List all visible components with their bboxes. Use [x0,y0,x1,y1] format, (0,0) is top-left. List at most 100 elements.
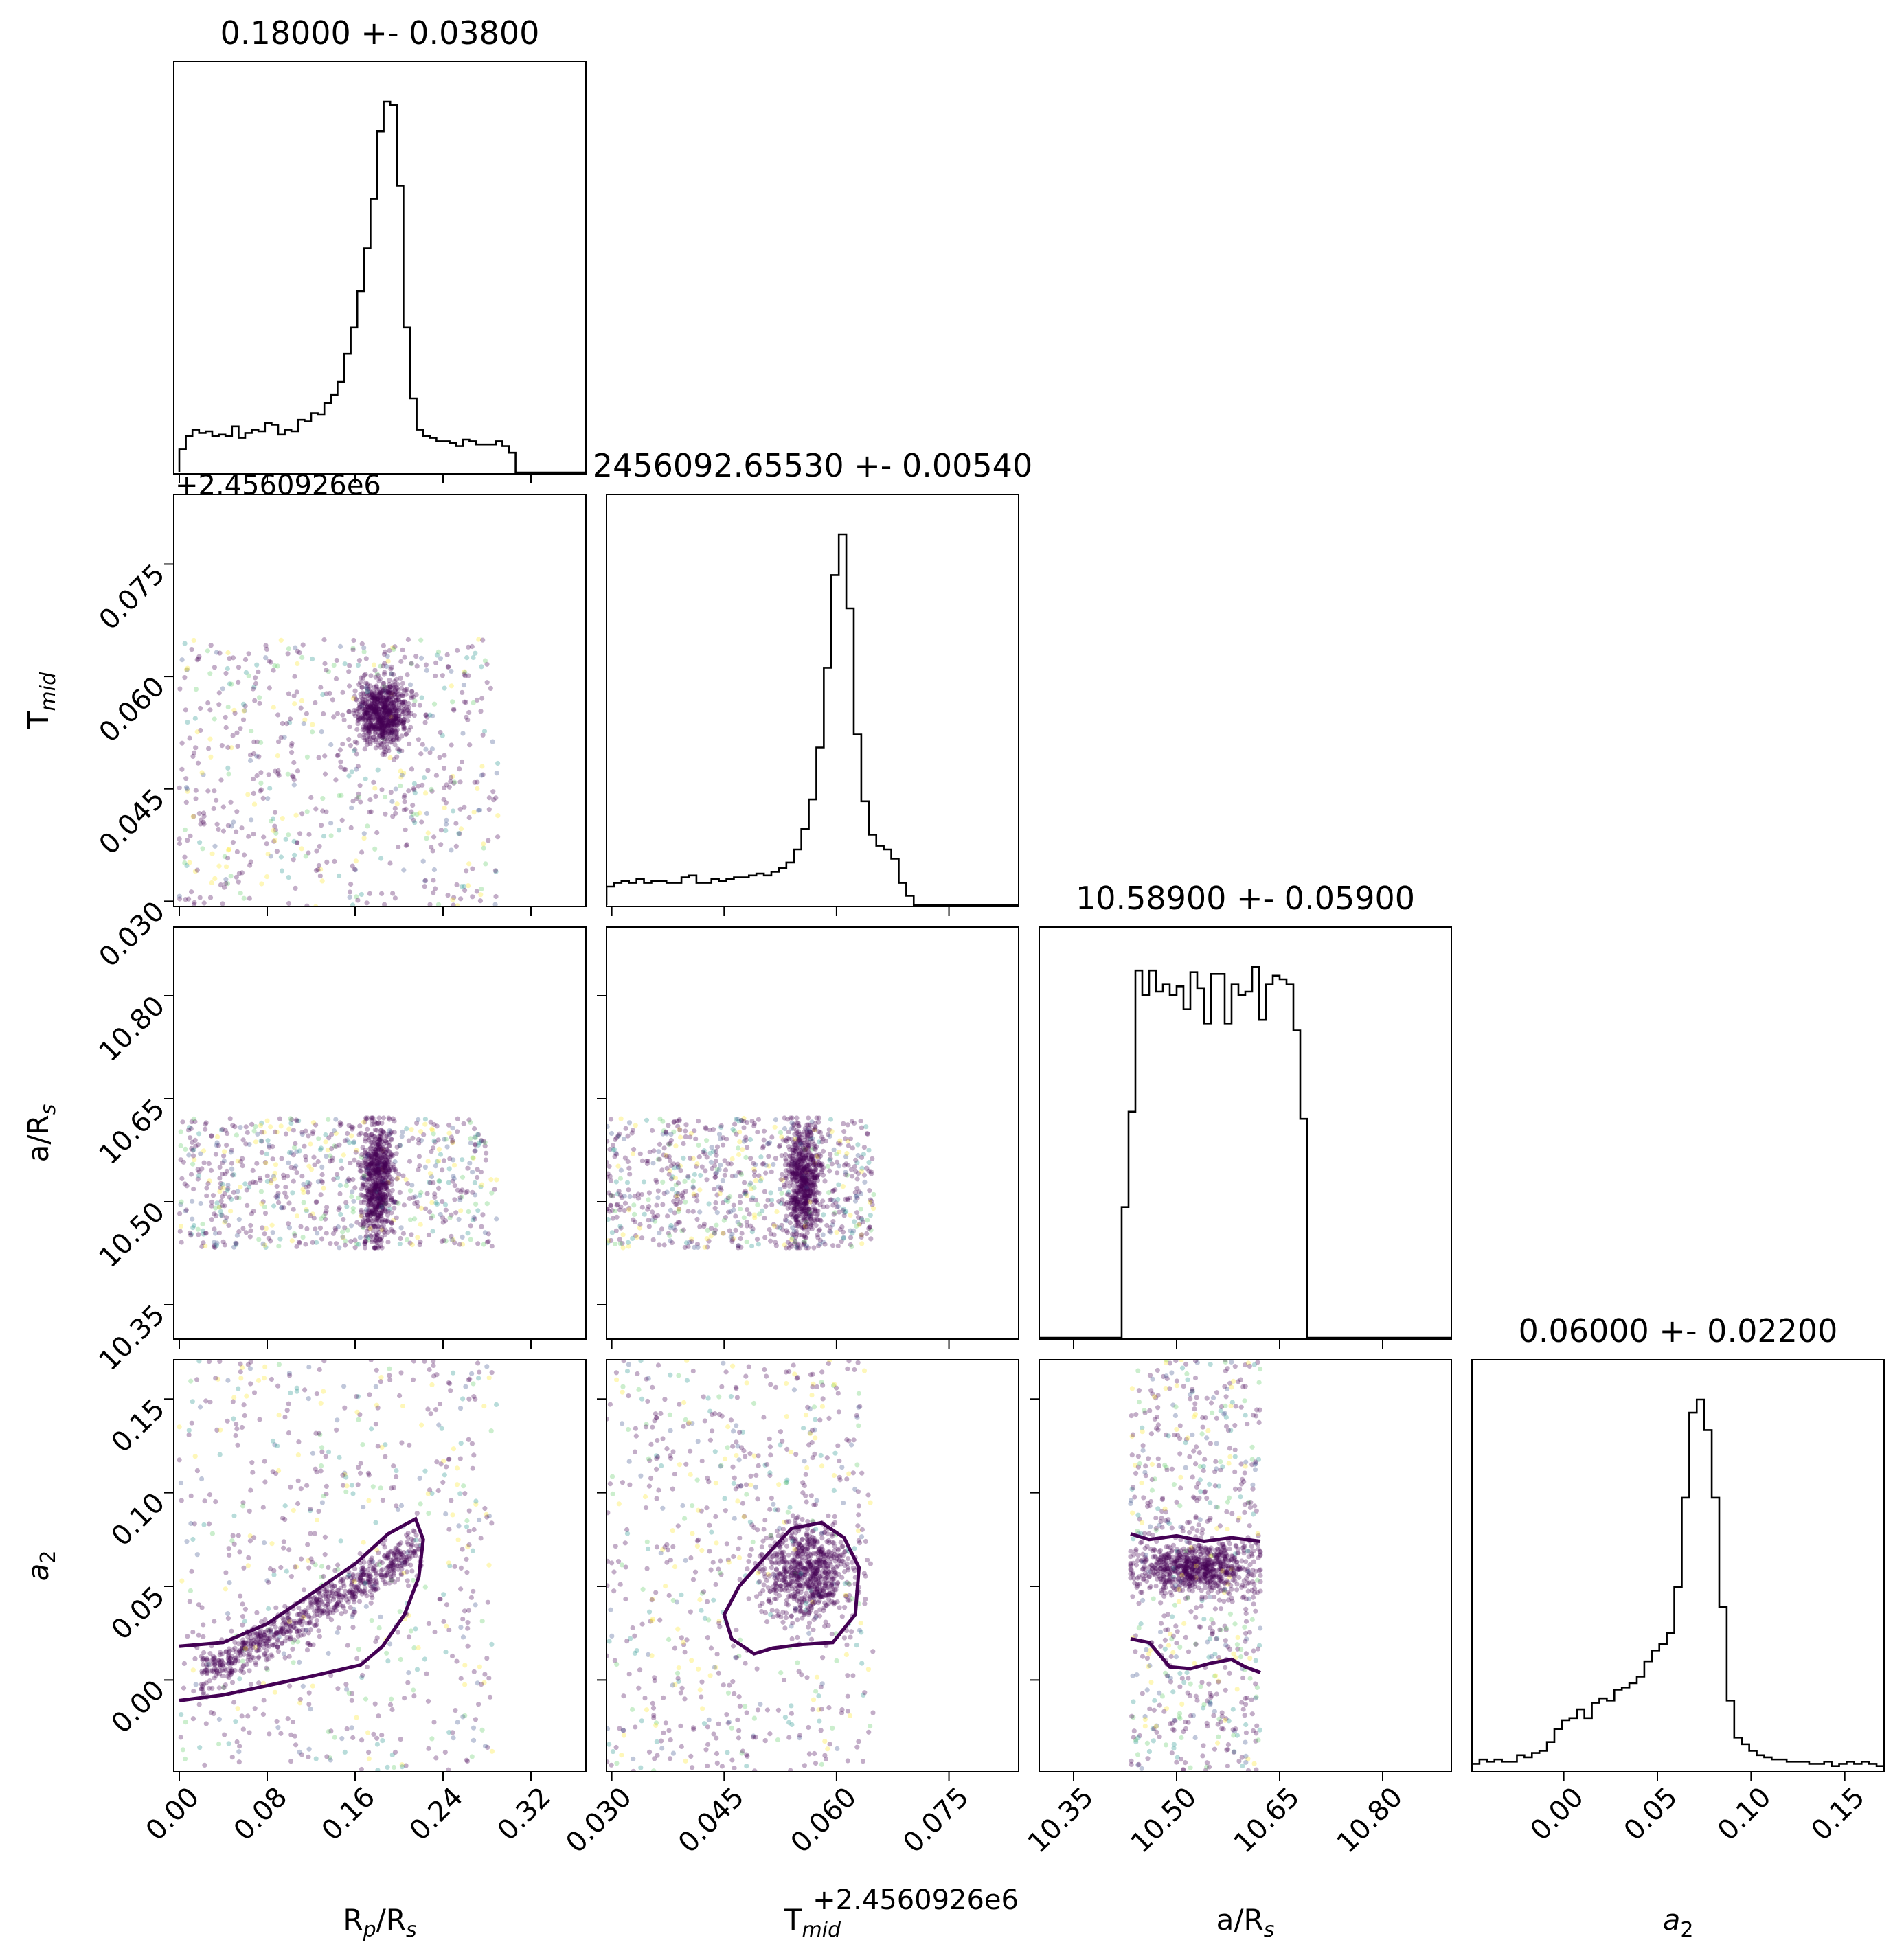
scatter-point [798,1173,804,1178]
scatter-point [389,1137,394,1143]
scatter-point [214,650,219,655]
scatter-point [782,1115,787,1121]
scatter-point [401,703,407,708]
scatter-point [646,1224,652,1229]
scatter-point [222,1149,227,1154]
scatter-point [316,1509,321,1514]
scatter-point [267,1143,272,1148]
scatter-point [385,1134,390,1139]
scatter-point [464,868,469,874]
scatter-point [361,1588,366,1595]
scatter-point [731,1236,736,1242]
scatter-point [639,1205,645,1210]
scatter-point [791,1209,796,1214]
scatter-point [797,1173,802,1178]
scatter-point [258,780,264,786]
scatter-point [782,1183,787,1188]
scatter-point [389,708,394,714]
scatter-point [812,1197,817,1203]
scatter-point [378,1572,384,1577]
scatter-point [262,1638,268,1644]
scatter-point [378,727,385,732]
scatter-point [864,1231,870,1237]
scatter-point [255,1131,260,1137]
scatter-point [398,1551,404,1557]
scatter-point [373,1167,378,1172]
scatter-point [705,1244,710,1250]
scatter-point [414,1200,420,1205]
scatter-point [383,1157,389,1163]
scatter-point [471,810,477,815]
scatter-point [179,1176,185,1181]
scatter-point [405,1680,411,1685]
scatter-point [269,1222,275,1228]
scatter-point [381,643,387,648]
scatter-point [385,1192,392,1198]
scatter-point [392,644,398,650]
scatter-point [313,867,319,874]
scatter-point [805,1206,811,1211]
scatter-point [259,1130,264,1135]
scatter-point [422,1584,428,1590]
scatter-point [459,1194,464,1200]
scatter-point [405,707,411,713]
scatter-point [278,1564,284,1571]
scatter-point [450,773,455,779]
scatter-point [367,703,374,709]
scatter-point [798,1187,804,1192]
scatter-point [374,683,379,689]
scatter-point [611,1147,617,1152]
scatter-point [804,1200,809,1207]
scatter-point [188,1231,194,1237]
scatter-point [370,725,376,731]
scatter-point [367,707,372,714]
scatter-point [370,1211,376,1216]
scatter-point [361,716,366,721]
scatter-point [365,704,370,709]
scatter-point [371,662,377,668]
scatter-point [392,1579,398,1585]
scatter-point [299,1609,304,1615]
scatter-point [225,1661,231,1667]
scatter-point [659,1226,665,1232]
scatter-point [802,1215,807,1220]
scatter-point [350,647,356,652]
scatter-point [189,1119,194,1125]
scatter-point [608,1192,613,1198]
scatter-point [718,1185,724,1191]
scatter-point [278,637,284,643]
scatter-point [396,1566,401,1572]
scatter-point [381,714,387,719]
scatter-point [197,1745,203,1750]
scatter-point [368,1233,374,1240]
scatter-point [363,1151,369,1156]
scatter-point [804,1152,809,1158]
scatter-point [802,1172,808,1178]
scatter-point [430,848,435,854]
scatter-point [703,1126,709,1132]
scatter-point [816,1159,821,1165]
scatter-point [223,1682,228,1688]
scatter-point [435,902,442,906]
scatter-point [378,1573,385,1578]
scatter-point [363,718,368,723]
scatter-point [385,711,390,716]
scatter-point [373,1152,378,1157]
scatter-point [796,1151,802,1156]
scatter-point [804,1177,809,1183]
scatter-point [360,676,366,681]
scatter-point [674,1119,680,1124]
scatter-point [373,1245,379,1251]
scatter-point [382,717,387,722]
scatter-point [371,1157,376,1163]
scatter-point [813,1177,818,1183]
scatter-point [377,1141,383,1147]
scatter-point [364,737,370,742]
scatter-point [350,1189,355,1195]
scatter-point [372,786,378,791]
scatter-point [388,698,394,703]
scatter-point [661,1145,667,1151]
scatter-point [782,1217,788,1223]
scatter-point [373,705,378,711]
histogram-steps [178,100,586,474]
